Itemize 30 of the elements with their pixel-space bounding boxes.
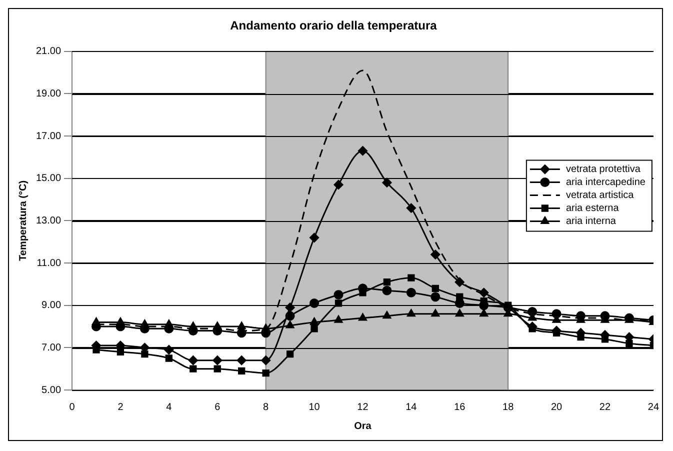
y-axis-title: Temperatura (°C) [18, 180, 29, 261]
x-tick-label: 18 [502, 402, 514, 413]
x-tick-label: 24 [648, 402, 660, 413]
x-tick-label: 20 [550, 402, 563, 413]
legend-label: aria intercapedine [566, 177, 646, 188]
y-tick-label: 5.00 [42, 384, 62, 396]
legend-label: aria esterna [566, 203, 620, 214]
y-tick-label: 9.00 [42, 300, 62, 312]
x-tick-label: 16 [454, 402, 466, 413]
x-axis-title: Ora [354, 420, 372, 432]
y-tick-label: 19.00 [36, 88, 62, 100]
x-tick-label: 2 [118, 402, 124, 413]
y-tick-label: 15.00 [36, 173, 62, 184]
y-tick-label: 21.00 [36, 46, 62, 58]
y-tick-label: 7.00 [42, 342, 62, 354]
x-tick-label: 12 [357, 402, 369, 413]
x-tick-label: 6 [214, 402, 221, 413]
x-tick-label: 4 [166, 402, 172, 413]
legend-label: vetrata artistica [566, 190, 634, 201]
legend-label: aria interna [566, 216, 616, 227]
y-tick-label: 11.00 [36, 258, 62, 269]
chart-title: Andamento orario della temperatura [230, 18, 438, 33]
x-tick-label: 14 [406, 402, 418, 413]
x-tick-label: 8 [263, 402, 270, 413]
legend-label: vetrata protettiva [566, 164, 641, 175]
x-tick-label: 22 [599, 402, 611, 413]
y-tick-label: 13.00 [36, 215, 62, 226]
x-tick-label: 0 [69, 402, 76, 413]
x-tick-label: 10 [308, 402, 320, 413]
y-tick-label: 17.00 [36, 130, 62, 142]
